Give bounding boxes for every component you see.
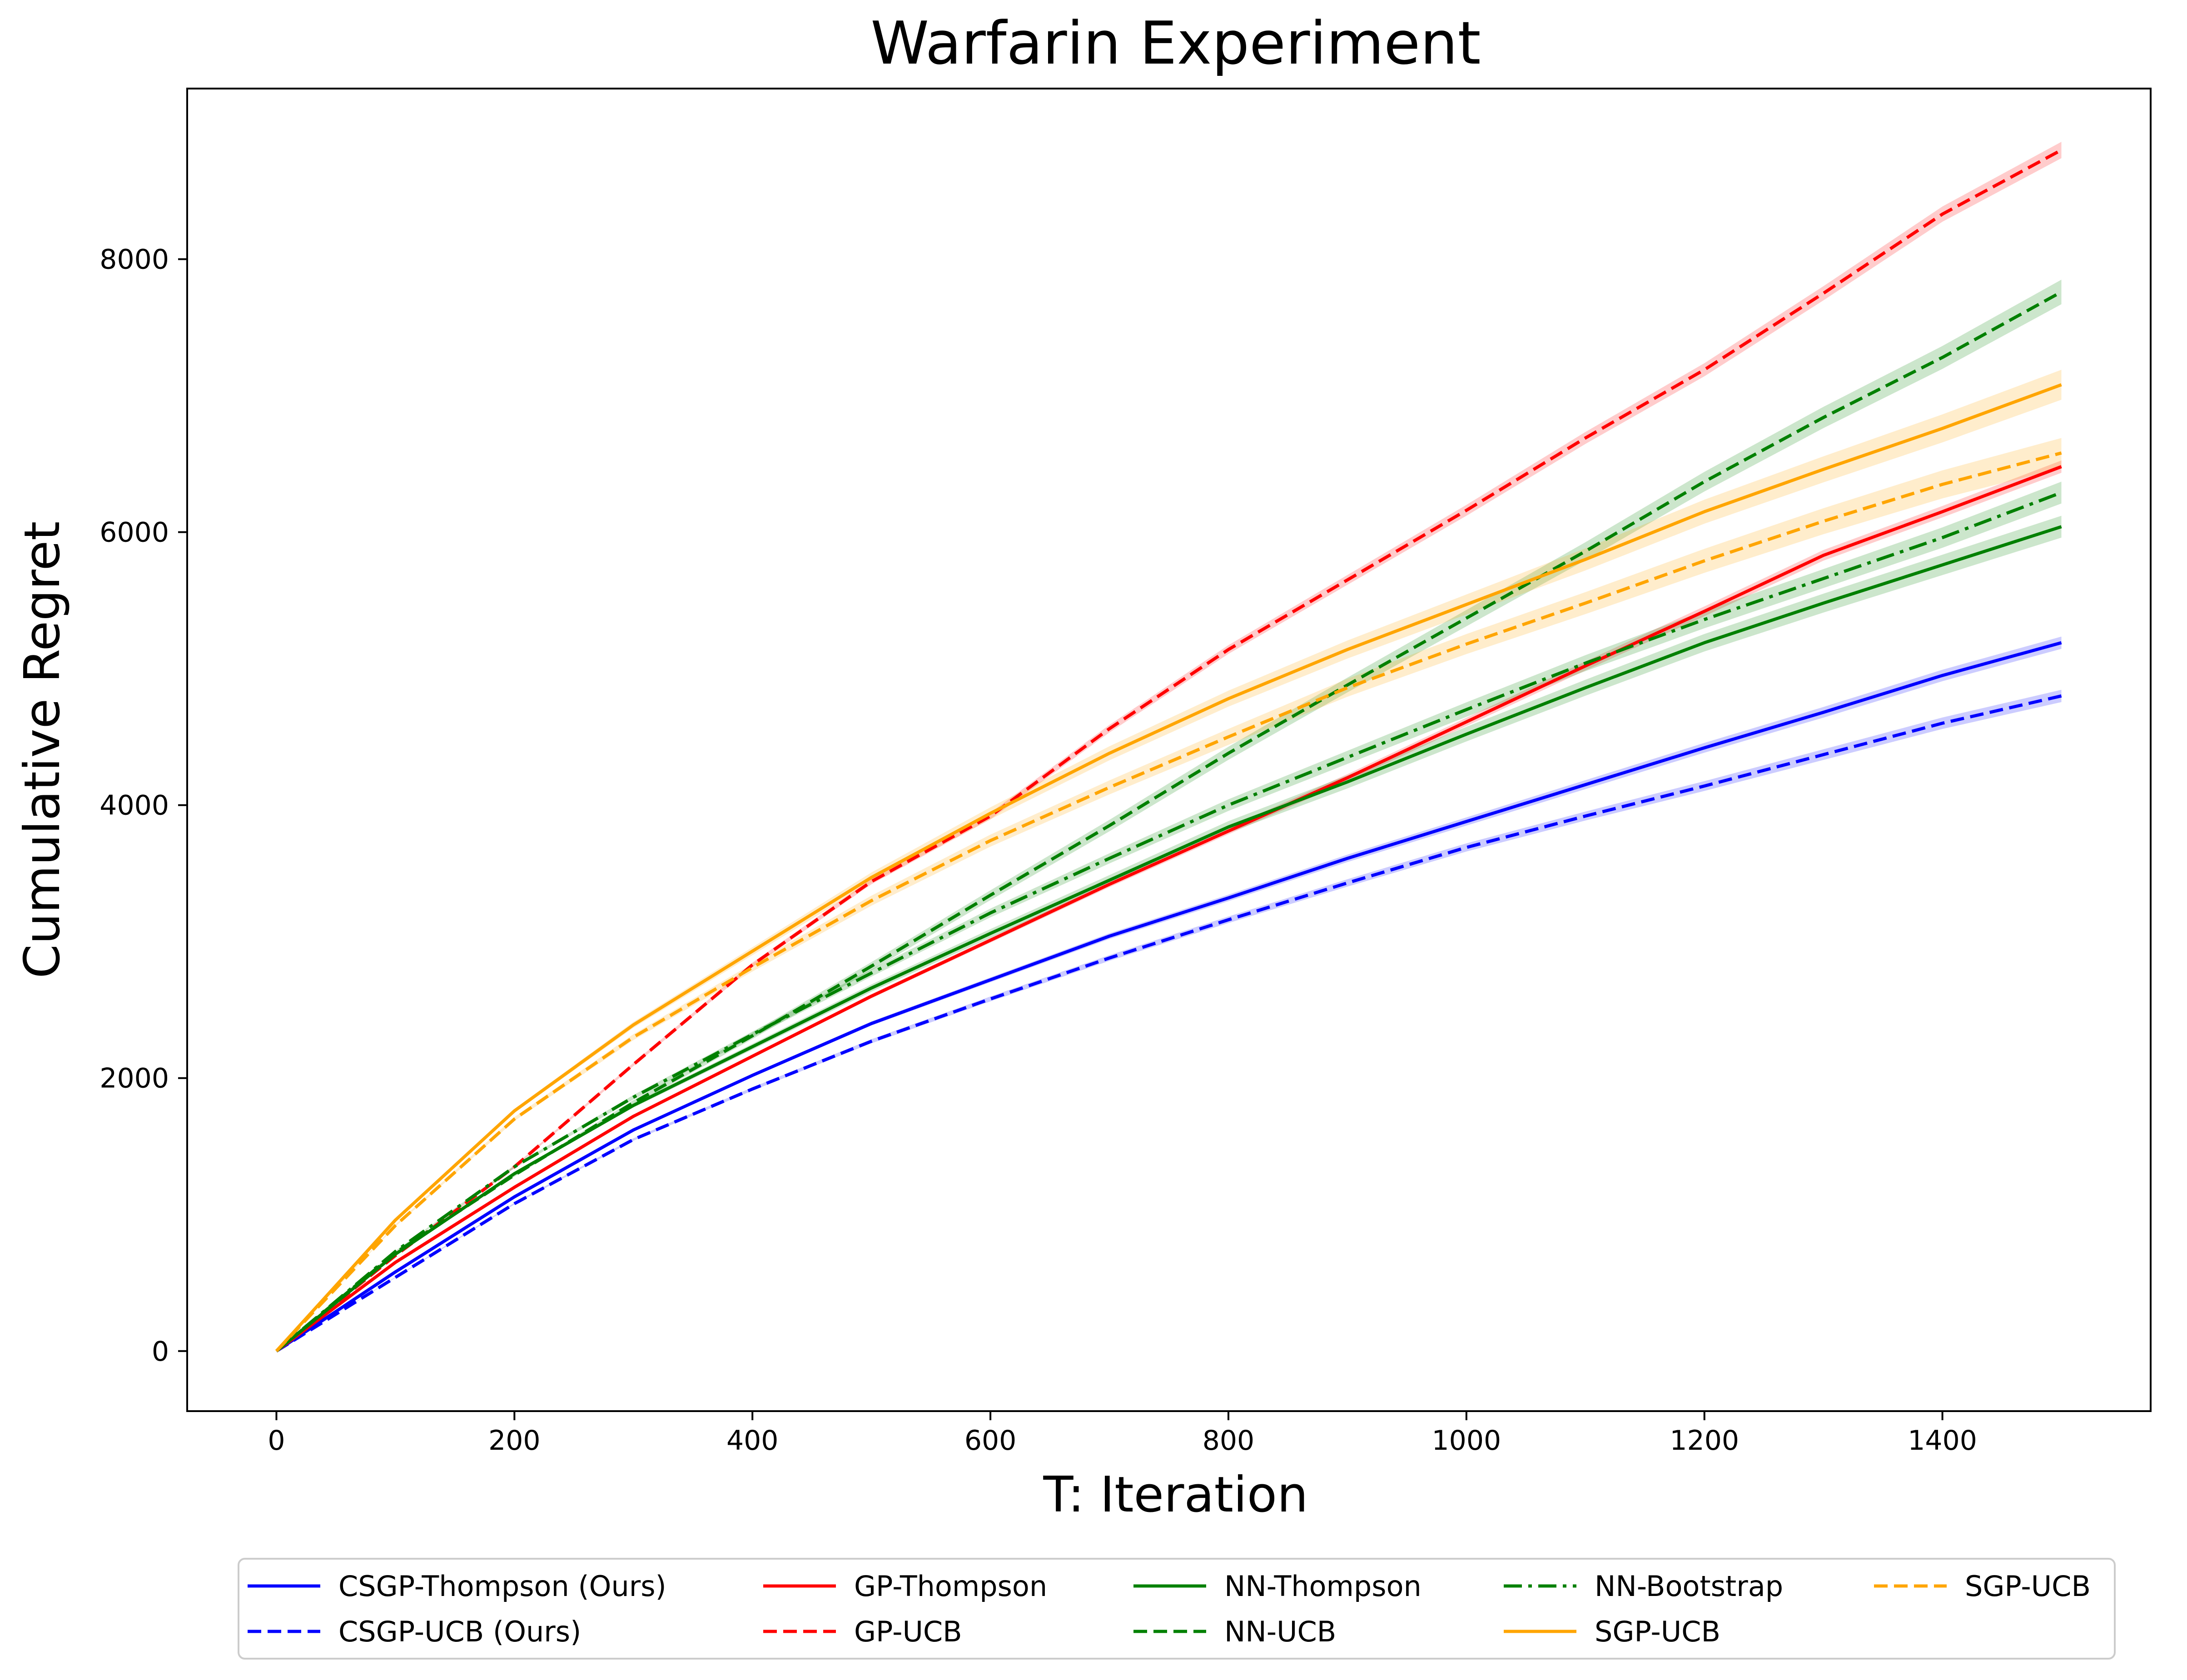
series-line-sgp-ucb-dashed bbox=[275, 451, 2062, 1353]
x-axis: 0 200 400 600 800 1000 1200 1400 bbox=[268, 1411, 1977, 1457]
chart-title: Warfarin Experiment bbox=[870, 9, 1481, 78]
legend-label: SGP-UCB bbox=[1595, 1615, 1720, 1648]
legend-label: NN-Thompson bbox=[1224, 1570, 1422, 1603]
y-tick-label: 6000 bbox=[99, 517, 169, 549]
series-line-csgp-ucb-ours-dashed bbox=[275, 694, 2062, 1353]
plot-frame bbox=[186, 88, 2152, 1412]
series-line-nn-bootstrap-dashdot bbox=[275, 491, 2062, 1353]
legend-label: NN-Bootstrap bbox=[1595, 1570, 1783, 1603]
y-axis: 0 2000 4000 6000 8000 bbox=[99, 244, 187, 1368]
series-line-gp-ucb-dashed bbox=[275, 149, 2063, 1353]
y-tick-label: 4000 bbox=[99, 790, 169, 822]
y-tick-label: 2000 bbox=[99, 1063, 169, 1095]
x-tick-label: 0 bbox=[268, 1425, 285, 1457]
legend-label: SGP-UCB bbox=[1965, 1570, 2091, 1603]
y-axis-label: Cumulative Regret bbox=[14, 521, 71, 979]
y-tick-label: 0 bbox=[152, 1336, 169, 1368]
series-line-sgp-ucb-solid bbox=[275, 383, 2062, 1353]
band-nn-ucb-dashed bbox=[276, 279, 2062, 1351]
legend-label: CSGP-UCB (Ours) bbox=[338, 1615, 581, 1648]
series-line-csgp-thompson-ours-solid bbox=[275, 641, 2062, 1353]
legend-label: CSGP-Thompson (Ours) bbox=[338, 1570, 666, 1603]
x-tick-label: 200 bbox=[488, 1425, 541, 1457]
x-axis-label: T: Iteration bbox=[1043, 1467, 1308, 1523]
x-tick-label: 1400 bbox=[1908, 1425, 1977, 1457]
y-tick-label: 8000 bbox=[99, 244, 169, 276]
series-lines bbox=[275, 149, 2063, 1353]
legend-label: GP-Thompson bbox=[854, 1570, 1047, 1603]
x-tick-label: 400 bbox=[726, 1425, 779, 1457]
legend: CSGP-Thompson (Ours) CSGP-UCB (Ours) GP-Th… bbox=[238, 1558, 2116, 1660]
legend-label: GP-UCB bbox=[854, 1615, 962, 1648]
x-tick-label: 600 bbox=[964, 1425, 1017, 1457]
series-line-gp-thompson-solid bbox=[275, 465, 2062, 1353]
x-tick-label: 800 bbox=[1203, 1425, 1255, 1457]
x-tick-label: 1200 bbox=[1670, 1425, 1739, 1457]
series-line-nn-ucb-dashed bbox=[275, 290, 2063, 1353]
legend-frame bbox=[238, 1558, 2116, 1660]
x-tick-label: 1000 bbox=[1431, 1425, 1501, 1457]
confidence-bands bbox=[276, 142, 2062, 1351]
legend-label: NN-UCB bbox=[1224, 1615, 1336, 1648]
